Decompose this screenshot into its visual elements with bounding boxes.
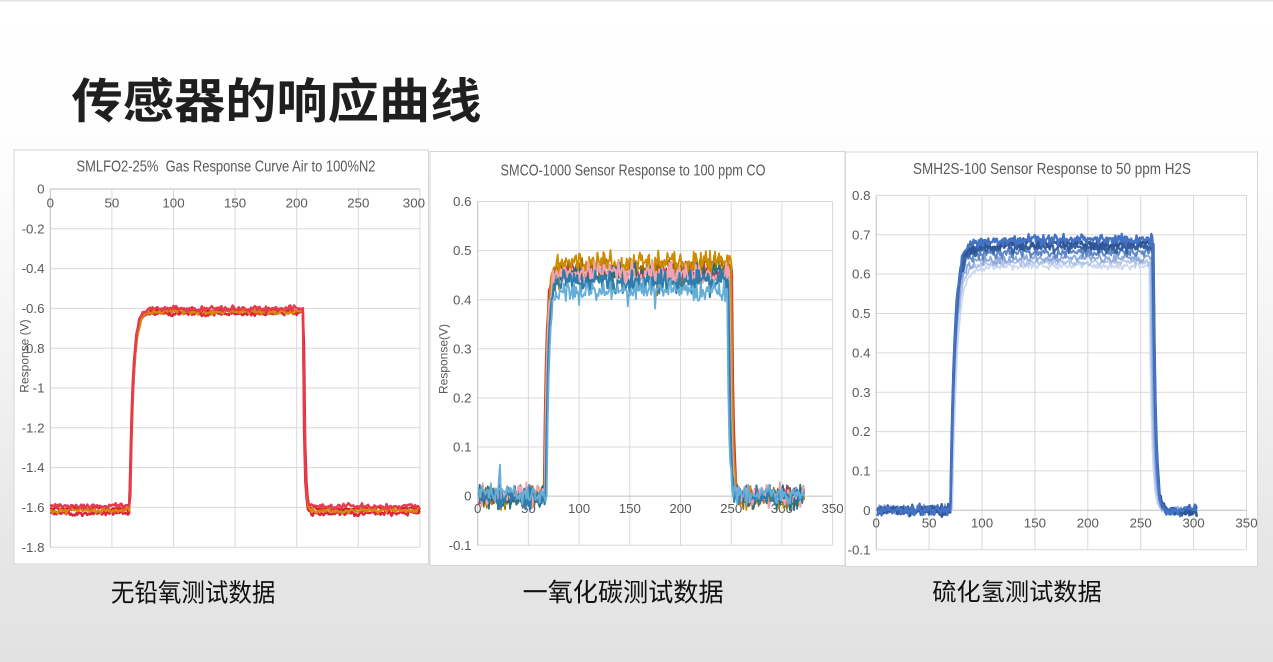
svg-text:0.8: 0.8 — [852, 188, 871, 203]
svg-text:0.6: 0.6 — [852, 267, 871, 282]
svg-text:250: 250 — [1130, 516, 1152, 531]
svg-text:300: 300 — [1183, 516, 1205, 531]
svg-text:0: 0 — [872, 516, 879, 531]
svg-text:0.4: 0.4 — [453, 292, 472, 307]
svg-text:250: 250 — [347, 196, 369, 211]
svg-text:-1.8: -1.8 — [22, 540, 45, 555]
svg-text:0.1: 0.1 — [852, 464, 871, 479]
svg-text:-0.6: -0.6 — [22, 301, 45, 316]
svg-text:0: 0 — [863, 503, 870, 518]
svg-text:-0.2: -0.2 — [22, 221, 45, 236]
svg-text:100: 100 — [162, 196, 184, 211]
svg-text:100: 100 — [971, 516, 993, 531]
svg-text:SMLFO2-25% Gas Response Curve: SMLFO2-25% Gas Response Curve Air to 100… — [77, 159, 376, 176]
svg-text:150: 150 — [619, 501, 641, 516]
svg-text:0.5: 0.5 — [852, 306, 871, 321]
svg-text:SMH2S-100 Sensor Response to 5: SMH2S-100 Sensor Response to 50 ppm H2S — [913, 161, 1191, 178]
svg-text:200: 200 — [1077, 516, 1099, 531]
svg-text:0: 0 — [47, 196, 54, 211]
svg-text:-1.4: -1.4 — [22, 460, 45, 475]
svg-text:300: 300 — [403, 196, 425, 211]
svg-text:100: 100 — [568, 501, 590, 516]
svg-text:350: 350 — [1235, 516, 1257, 531]
svg-text:-0.8: -0.8 — [22, 341, 45, 356]
svg-text:0.2: 0.2 — [453, 391, 472, 406]
svg-text:0.3: 0.3 — [453, 341, 472, 356]
svg-text:150: 150 — [224, 196, 246, 211]
svg-text:0: 0 — [474, 501, 481, 516]
svg-text:-1.6: -1.6 — [22, 500, 45, 515]
svg-text:350: 350 — [822, 501, 844, 516]
svg-text:200: 200 — [286, 196, 308, 211]
svg-text:0: 0 — [37, 182, 44, 197]
svg-text:0.7: 0.7 — [852, 227, 871, 242]
svg-text:-1: -1 — [33, 381, 45, 396]
svg-text:0.1: 0.1 — [453, 440, 472, 455]
svg-text:Response (V): Response (V) — [18, 319, 32, 392]
svg-text:-0.1: -0.1 — [848, 542, 871, 557]
svg-text:0.5: 0.5 — [453, 243, 472, 258]
svg-text:SMCO-1000 Sensor Response to 1: SMCO-1000 Sensor Response to 100 ppm CO — [501, 163, 766, 180]
svg-text:50: 50 — [105, 196, 120, 211]
svg-text:-0.1: -0.1 — [449, 538, 472, 553]
svg-text:0.6: 0.6 — [453, 194, 472, 209]
svg-text:-1.2: -1.2 — [22, 420, 45, 435]
svg-text:-0.4: -0.4 — [22, 261, 45, 276]
svg-text:0.3: 0.3 — [852, 385, 871, 400]
svg-text:50: 50 — [922, 516, 937, 531]
svg-text:Response(V): Response(V) — [437, 324, 451, 394]
svg-text:150: 150 — [1024, 516, 1046, 531]
svg-text:0.4: 0.4 — [852, 346, 871, 361]
svg-text:0: 0 — [464, 489, 471, 504]
svg-text:200: 200 — [669, 501, 691, 516]
svg-text:0.2: 0.2 — [852, 424, 871, 439]
